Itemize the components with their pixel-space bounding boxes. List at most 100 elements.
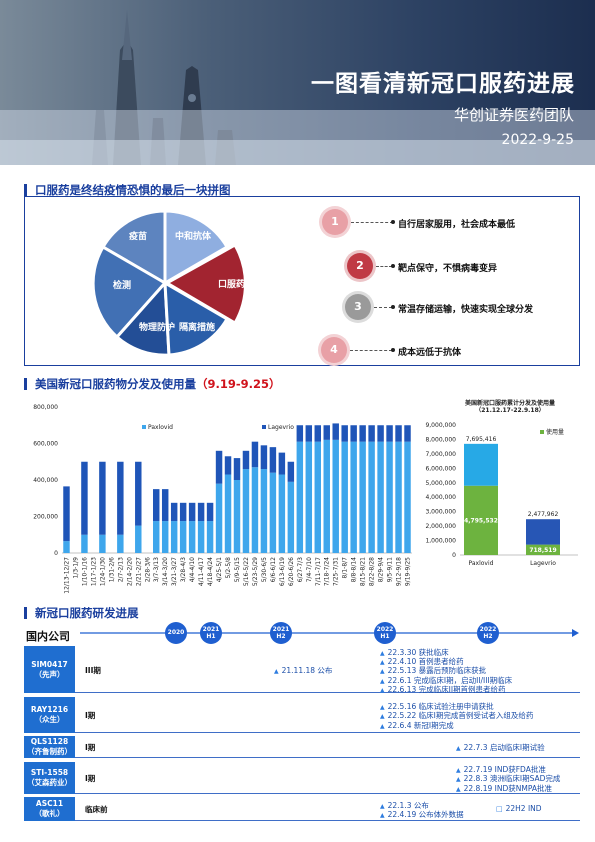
bar-lagevrio	[323, 425, 330, 440]
x-tick-label: 8/15-8/21	[360, 557, 367, 586]
point-4-text: 成本远低于抗体	[398, 348, 462, 358]
seg-label-antibody: 中和抗体	[175, 230, 212, 242]
y-tick-label: 200,000	[33, 514, 58, 521]
section1-title: 口服药是终结疫情恐惧的最后一块拼图	[24, 184, 231, 196]
company-name: （艾森药业）	[27, 778, 72, 787]
point-4-connector	[350, 350, 392, 351]
segment-vaccine	[100, 209, 167, 286]
bar-paxlovid	[314, 441, 321, 553]
x-tick-label: 3/28-4/3	[180, 557, 187, 582]
milestone-event: ▲ 22.4.10 首例患者给药	[380, 657, 464, 667]
pipeline-row: QLS1128 （齐鲁制药） I期 ▲ 22.7.3 启动临床I期试验	[24, 736, 580, 758]
bar-paxlovid	[179, 521, 187, 553]
cum-y-tick-label: 0	[452, 552, 456, 559]
point-3-connector	[374, 307, 392, 308]
triangle-icon: ▲	[456, 785, 461, 793]
bar-lagevrio	[269, 447, 277, 473]
triangle-icon: ▲	[380, 677, 385, 685]
company-name: （齐鲁制药）	[27, 747, 72, 756]
seg-label-isolation: 隔离措施	[179, 321, 215, 333]
cum-bar-remaining	[526, 519, 560, 545]
x-tick-label: 6/6-6/12	[270, 557, 277, 582]
bar-lagevrio	[206, 502, 214, 522]
bar-lagevrio	[350, 425, 357, 442]
milestone-event: ▲ 22.6.1 完成临床I期，启动II/III期临床	[380, 675, 513, 685]
x-tick-label: 4/25-5/1	[216, 557, 223, 582]
triangle-icon: ▲	[380, 668, 385, 676]
milestone-event: ▲ 22.3.30 获批临床	[380, 648, 449, 657]
x-tick-label: 4/11-4/17	[198, 557, 205, 586]
cum-legend-swatch	[540, 430, 544, 434]
cumulative-chart: 美国新冠口服药累计分发及使用量（21.12.17-22.9.18） 0 1,000,…	[425, 399, 578, 567]
page-subtitle: 华创证券医药团队	[453, 106, 574, 124]
bar-paxlovid	[404, 441, 411, 553]
timeline-badge: 2020	[165, 622, 187, 644]
seg-label-protection: 物理防护	[139, 321, 175, 333]
drug-name-cell: QLS1128 （齐鲁制药）	[24, 736, 75, 758]
point-4-dot	[391, 348, 395, 352]
bar-lagevrio	[341, 425, 348, 442]
x-tick-label: 5/23-5/29	[252, 557, 259, 586]
bar-lagevrio	[117, 461, 124, 535]
bar-lagevrio	[179, 502, 187, 522]
drug-name-cell: ASC11 （歌礼）	[24, 797, 75, 821]
bar-paxlovid	[224, 474, 232, 553]
segment-oral-drug	[163, 242, 247, 326]
segment-antibody	[163, 209, 230, 286]
bar-lagevrio	[188, 502, 196, 522]
drug-name: SIM0417	[31, 659, 68, 669]
point-3-dot	[391, 305, 395, 309]
bar-lagevrio	[305, 425, 313, 442]
cum-bar-used	[464, 485, 498, 555]
milestone-event: ▲ 22.8.19 IND获NMPA批准	[456, 783, 552, 793]
x-tick-label: 9/19-9/25	[405, 557, 412, 586]
timeline-badge: 2021 H1	[200, 622, 222, 644]
timeline-badge: 2022 H2	[477, 622, 499, 644]
bar-paxlovid	[332, 439, 339, 553]
legend-swatch	[262, 425, 266, 429]
cum-y-tick-label: 9,000,000	[425, 422, 456, 429]
x-tick-label: 6/27-7/3	[297, 557, 304, 582]
x-tick-label: 6/20-6/26	[288, 557, 295, 586]
triangle-icon: ▲	[380, 802, 385, 810]
cum-category-label: Lagevrio	[530, 560, 556, 567]
milestone-event: ▲ 22.4.19 公布体外数据	[380, 810, 464, 819]
bar-paxlovid	[161, 521, 169, 553]
triangle-icon: ▲	[380, 713, 385, 721]
bar-lagevrio	[296, 425, 304, 442]
x-tick-label: 7/18-7/24	[324, 557, 331, 586]
segment-test	[91, 244, 168, 340]
bar-lagevrio	[377, 425, 384, 442]
triangle-icon: ▲	[380, 659, 385, 667]
bar-paxlovid	[99, 534, 106, 553]
cum-bar-remaining	[464, 443, 498, 486]
bar-paxlovid	[278, 474, 286, 553]
bar-lagevrio	[99, 461, 106, 535]
drug-name-cell: RAY1216 （众生）	[24, 697, 75, 733]
cum-used-label: 718,519	[529, 547, 556, 554]
point-1-badge: 1	[322, 209, 348, 235]
bar-paxlovid	[350, 441, 357, 553]
phase-label: III期	[85, 665, 101, 675]
drug-name-cell: STI-1558 （艾森药业）	[24, 762, 75, 794]
bar-lagevrio	[135, 461, 142, 526]
cum-y-tick-label: 5,000,000	[425, 480, 456, 487]
bar-lagevrio	[278, 452, 286, 475]
phase-label: 临床前	[85, 805, 108, 814]
x-tick-label: 5/9-5/15	[234, 557, 241, 582]
x-tick-label: 2/14-2/20	[126, 557, 133, 586]
cum-y-tick-label: 4,000,000	[425, 494, 456, 501]
milestone-event: ▲ 22.7.3 启动临床I期试验	[456, 743, 545, 753]
x-tick-label: 7/11-7/17	[315, 557, 322, 586]
drug-name-cell: SIM0417 （先声）	[24, 646, 75, 693]
point-1-connector	[351, 222, 393, 223]
bar-lagevrio	[153, 489, 160, 522]
bar-lagevrio	[359, 425, 366, 442]
x-tick-label: 9/12-9/18	[396, 557, 403, 586]
drug-name: ASC11	[35, 799, 64, 808]
triangle-icon: ▲	[380, 686, 385, 694]
bar-paxlovid	[260, 469, 268, 553]
cum-y-tick-label: 2,000,000	[425, 523, 456, 530]
milestone-event: □ 22H2 IND	[496, 804, 542, 814]
seg-label-test: 检测	[113, 279, 131, 291]
